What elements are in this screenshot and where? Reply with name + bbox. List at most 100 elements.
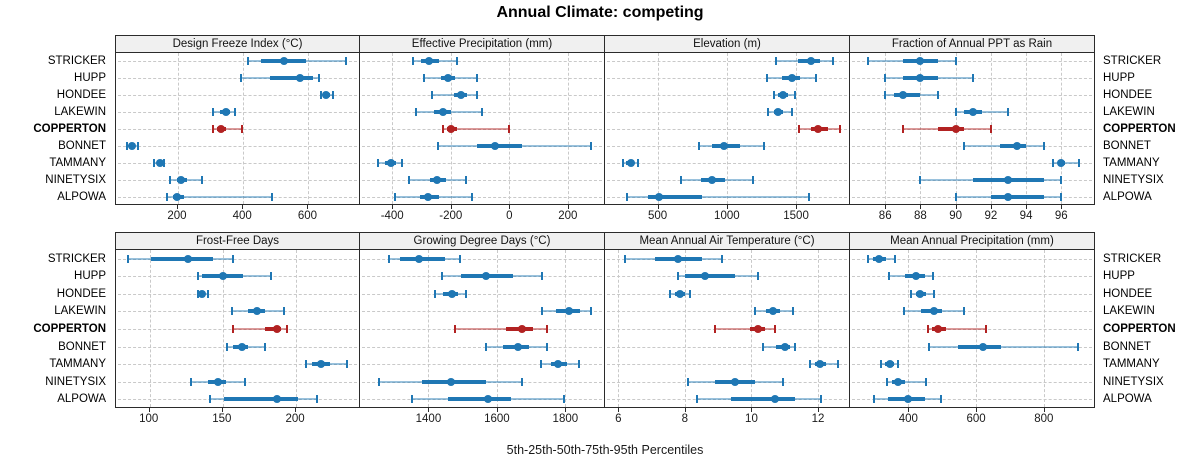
cap-5th — [226, 342, 229, 351]
cap-5th — [1051, 158, 1054, 167]
x-axis-tick-label: 86 — [878, 210, 892, 222]
bar-25th-75th — [151, 256, 213, 261]
cap-5th — [126, 254, 129, 263]
gridline — [362, 95, 602, 97]
cap-95th — [820, 395, 823, 404]
x-axis-tick-label: 94 — [1019, 210, 1033, 222]
cap-5th — [387, 254, 390, 263]
gridline — [118, 364, 357, 366]
site-labels-top-left: STRICKER HUPP HONDEE LAKEWIN COPPERTON BONNET… — [0, 53, 110, 205]
cap-5th — [166, 192, 169, 201]
cap-5th — [762, 342, 765, 351]
gridline — [852, 145, 1092, 147]
median-dot — [903, 395, 912, 404]
gridline — [177, 53, 179, 204]
gridline — [118, 381, 357, 383]
x-axis-tick — [565, 408, 567, 412]
gridline — [852, 364, 1092, 366]
median-dot — [814, 125, 823, 133]
cap-5th — [767, 108, 770, 117]
median-dot — [386, 158, 395, 167]
cap-5th — [189, 377, 192, 386]
cap-5th — [919, 175, 922, 184]
bar-25th-75th — [990, 194, 1044, 199]
cap-95th — [476, 74, 479, 83]
median-dot — [444, 74, 453, 83]
cap-5th — [437, 141, 440, 150]
cap-5th — [753, 307, 756, 316]
cap-5th — [866, 57, 869, 66]
x-axis-tick — [908, 408, 910, 412]
gridline — [908, 250, 910, 407]
median-dot — [929, 307, 938, 316]
gridline — [885, 53, 887, 204]
median-dot — [754, 325, 763, 333]
site-label-hondee: HONDEE — [56, 287, 106, 300]
median-dot — [916, 57, 925, 66]
gridline — [607, 78, 847, 80]
cap-5th — [775, 57, 777, 66]
cap-95th — [508, 125, 511, 133]
cap-95th — [471, 192, 474, 201]
gridline — [818, 250, 820, 407]
cap-5th — [196, 272, 199, 281]
cap-5th — [808, 360, 811, 369]
cap-95th — [962, 307, 965, 316]
site-label-hupp: HUPP — [74, 72, 106, 85]
x-axis-tick — [450, 205, 452, 209]
cap-95th — [762, 141, 765, 150]
site-label-bonnet: BONNET — [58, 340, 106, 353]
panel-plot-area — [605, 250, 850, 408]
cap-5th — [377, 377, 380, 386]
cap-95th — [925, 377, 928, 386]
gridline — [796, 53, 798, 204]
x-axis-tick-label: 1800 — [552, 413, 579, 425]
x-axis-tick — [796, 205, 798, 209]
cap-5th — [626, 192, 629, 201]
gridline — [607, 311, 847, 313]
gridline — [392, 53, 394, 204]
x-axis-tick — [392, 205, 394, 209]
cap-95th — [1042, 141, 1045, 150]
gridline — [607, 196, 847, 198]
cap-95th — [815, 74, 818, 83]
median-dot — [176, 175, 185, 184]
x-axis-tick-label: 0 — [506, 210, 513, 222]
site-labels-top-right: STRICKER HUPP HONDEE LAKEWIN COPPERTON BONNET… — [1099, 53, 1199, 205]
median-dot — [280, 57, 289, 66]
site-label-bonnet: BONNET — [1103, 139, 1151, 152]
site-label-stricker: STRICKER — [47, 55, 106, 68]
median-dot — [316, 360, 325, 369]
site-label-hondee: HONDEE — [1103, 287, 1153, 300]
x-axis-tick-label: 500 — [648, 210, 668, 222]
median-dot — [273, 325, 282, 333]
gridline — [118, 78, 357, 80]
x-axis-tick — [976, 408, 978, 412]
cap-5th — [879, 360, 882, 369]
gridline — [852, 129, 1092, 130]
gridline — [362, 61, 602, 63]
cap-5th — [798, 125, 801, 133]
x-axis-tick — [618, 408, 620, 412]
median-dot — [675, 289, 684, 298]
median-dot — [214, 377, 223, 386]
gridline — [118, 311, 357, 313]
median-dot — [885, 360, 894, 369]
cap-95th — [837, 360, 839, 369]
median-dot — [514, 342, 523, 351]
gridline — [362, 311, 602, 313]
median-dot — [1004, 175, 1013, 184]
x-axis-tick-label: 150 — [212, 413, 232, 425]
gridline — [607, 346, 847, 348]
cap-95th — [318, 74, 321, 83]
x-axis-tick-label: -200 — [439, 210, 463, 222]
panel-x-axis: 86 88 90 92 94 96 — [850, 205, 1095, 228]
bar-25th-75th — [477, 143, 522, 148]
cap-95th — [894, 254, 897, 263]
cap-95th — [1007, 108, 1010, 117]
site-label-tammany: TAMMANY — [49, 156, 106, 169]
cap-95th — [939, 395, 942, 404]
median-dot — [779, 91, 788, 100]
x-axis-tick-label: 90 — [949, 210, 963, 222]
